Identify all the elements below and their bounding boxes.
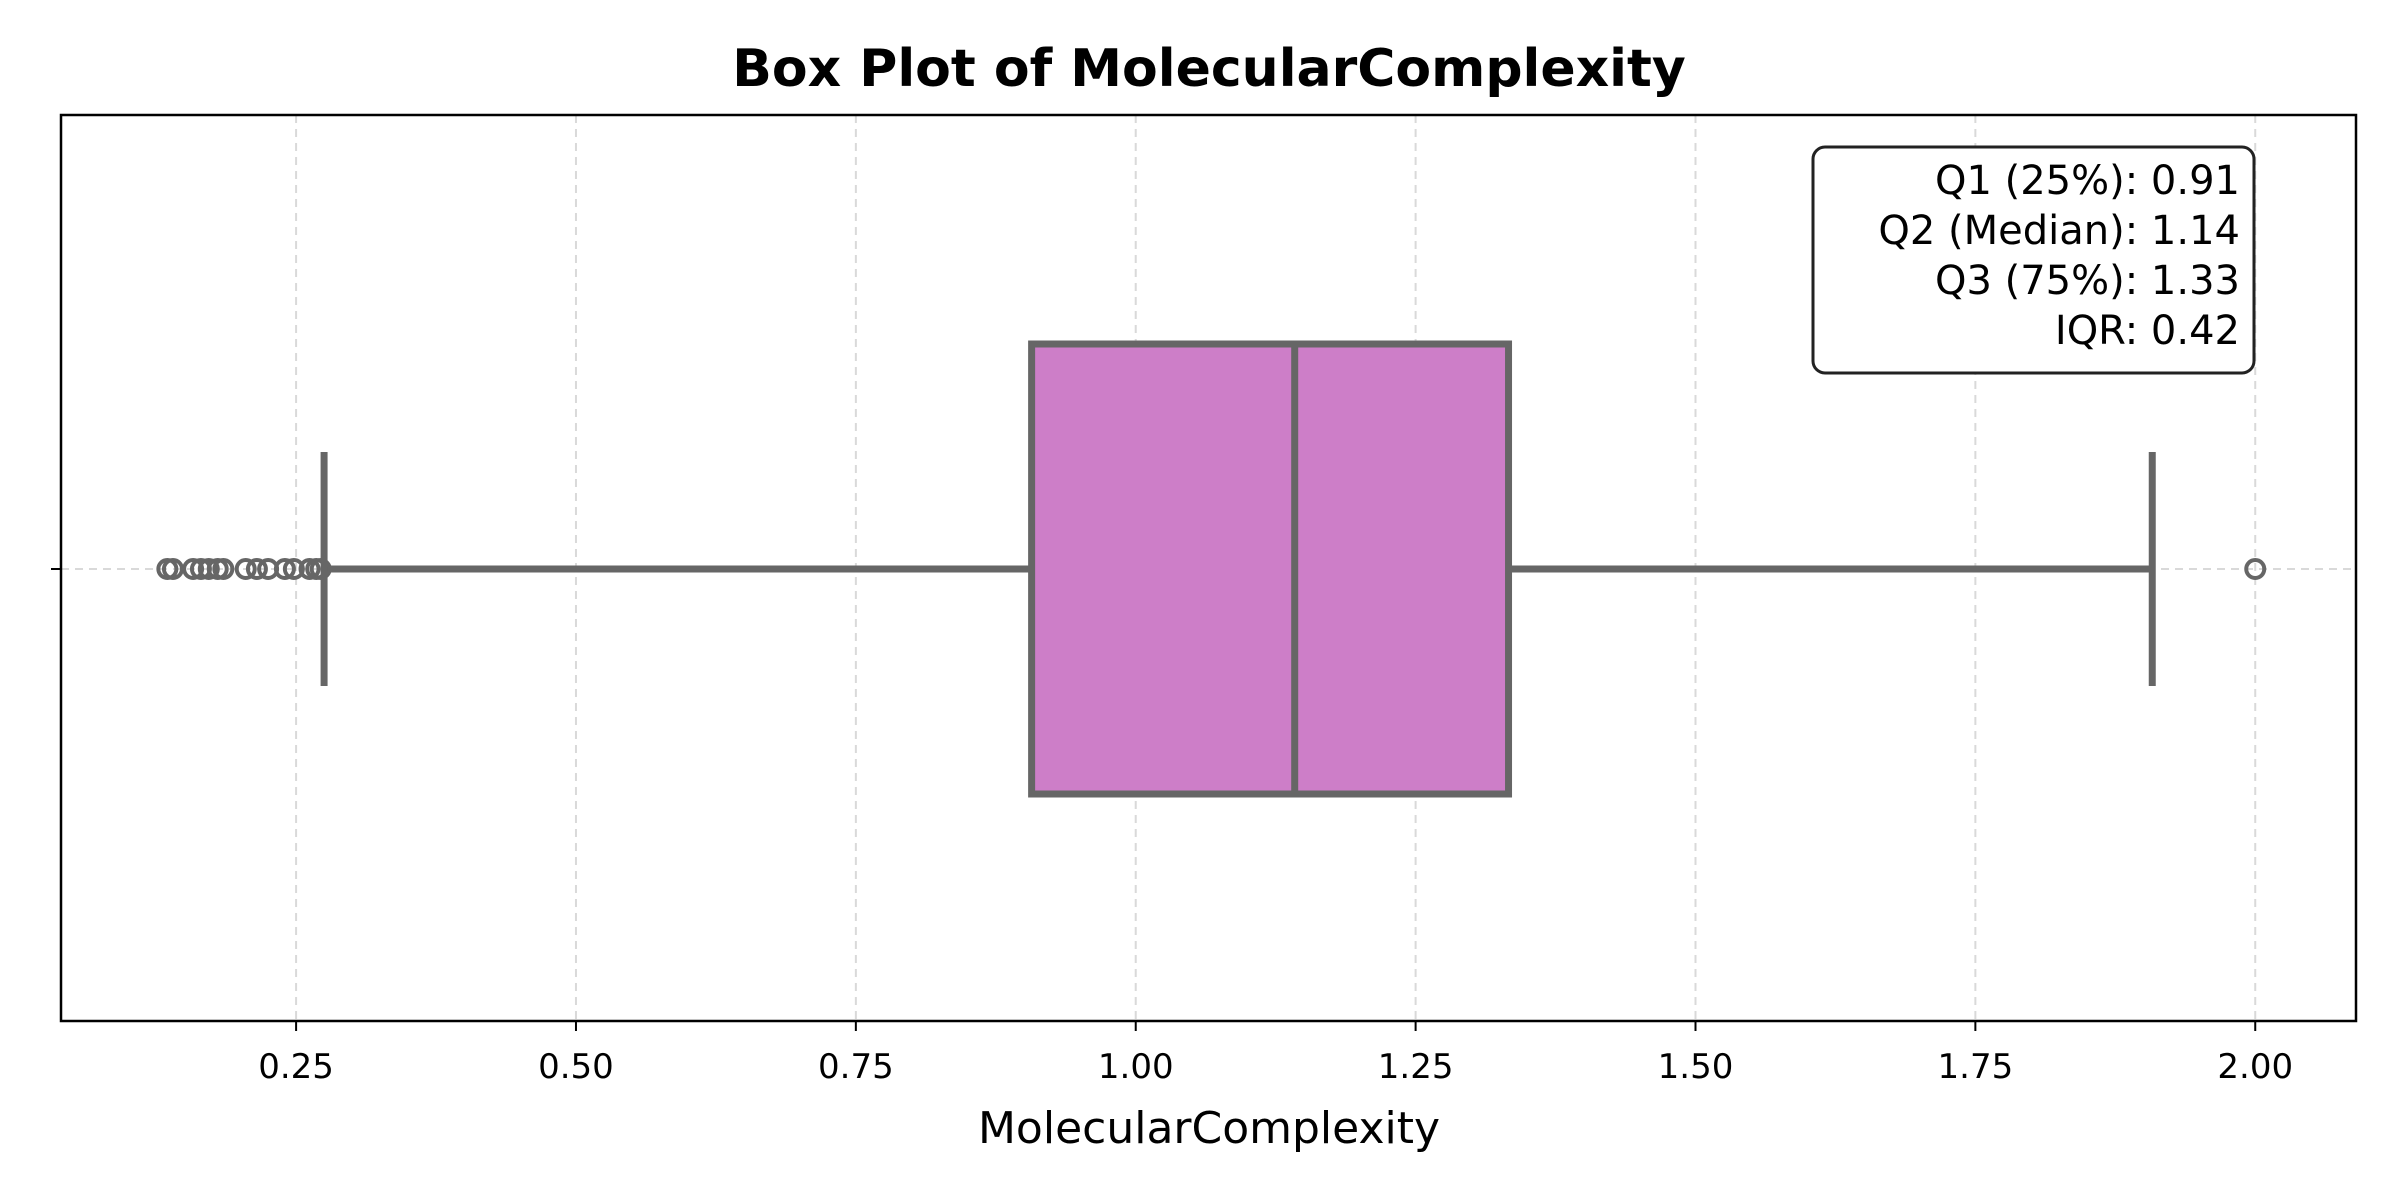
plot-area [156, 340, 2267, 798]
chart-title: Box Plot of MolecularComplexity [732, 39, 1686, 99]
x-tick-label: 2.00 [2217, 1047, 2293, 1087]
outlier-point [273, 558, 296, 580]
x-tick-label: 0.75 [818, 1047, 894, 1087]
stats-line: Q2 (Median): 1.14 [1878, 208, 2240, 254]
iqr-box [1028, 340, 1513, 798]
outlier-point [245, 558, 268, 580]
x-tick-label: 0.25 [258, 1047, 334, 1087]
stats-line: Q3 (75%): 1.33 [1935, 258, 2240, 304]
outlier-point [234, 558, 257, 580]
x-tick-label: 1.75 [1938, 1047, 2014, 1087]
outlier-point [2244, 558, 2267, 580]
x-tick-label: 0.50 [538, 1047, 614, 1087]
stats-line: Q1 (25%): 0.91 [1935, 158, 2240, 204]
outlier-point [182, 558, 205, 580]
x-tick-label: 1.25 [1378, 1047, 1454, 1087]
x-axis-ticks: 0.25 0.50 0.75 1.00 1.25 1.50 1.75 2.00 [51, 568, 2293, 1087]
x-tick-label: 1.00 [1098, 1047, 1174, 1087]
stats-line: IQR: 0.42 [2055, 308, 2240, 354]
outlier-point [197, 558, 220, 580]
outlier-point [161, 558, 184, 580]
x-axis-label: MolecularComplexity [978, 1103, 1440, 1154]
x-tick-label: 1.50 [1658, 1047, 1734, 1087]
outlier-point [298, 558, 321, 580]
outlier-point [309, 558, 332, 580]
outlier-point [282, 558, 305, 580]
outlier-point [212, 558, 235, 580]
stats-box-frame [1811, 145, 2256, 375]
